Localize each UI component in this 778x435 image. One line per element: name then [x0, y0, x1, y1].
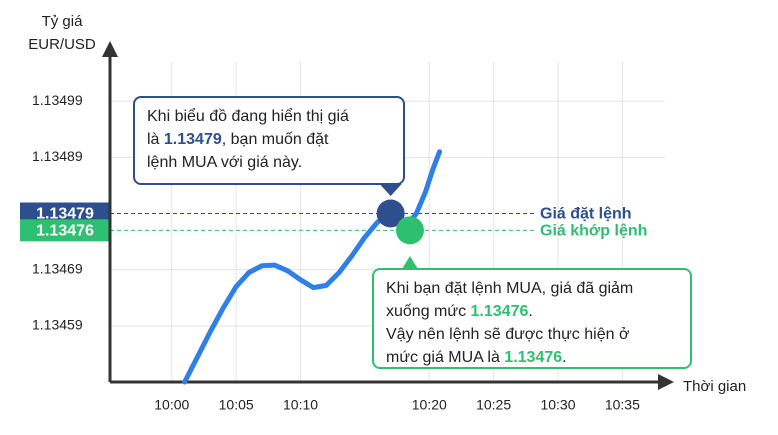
price-marker — [395, 216, 424, 245]
callout-pointer — [379, 184, 402, 196]
callout-text: Khi bạn đặt lệnh MUA, giá đã giảm — [386, 280, 634, 297]
y-axis-label: Tỷ giá — [42, 13, 84, 30]
callout-line: Vậy nên lệnh sẽ được thực hiện ở — [386, 323, 678, 346]
callout-text: là — [147, 131, 164, 148]
callout-text: lệnh MUA với giá này. — [147, 154, 303, 171]
callout-text: Khi biểu đồ đang hiển thị giá — [147, 108, 349, 125]
y-tick-label: 1.13469 — [32, 260, 83, 276]
callout-line: Khi bạn đặt lệnh MUA, giá đã giảm — [386, 277, 678, 300]
x-tick-label: 10:35 — [605, 397, 640, 413]
callout-text: mức giá MUA là — [386, 349, 505, 366]
y-tick-label: 1.13459 — [32, 317, 83, 333]
y-axis-arrow — [102, 41, 118, 57]
x-tick-label: 10:25 — [476, 397, 511, 413]
callout-line: Khi biểu đồ đang hiển thị giá — [147, 105, 391, 128]
x-tick-label: 10:00 — [154, 397, 189, 413]
reference-name: Giá đặt lệnh — [540, 206, 632, 223]
reference-name: Giá khớp lệnh — [540, 223, 647, 240]
x-axis-label: Thời gian — [683, 378, 746, 395]
callout-highlight: 1.13476 — [504, 349, 563, 366]
price-tag-label: 1.13479 — [36, 206, 94, 223]
x-tick-label: 10:20 — [412, 397, 447, 413]
callout-line: mức giá MUA là 1.13476. — [386, 346, 678, 369]
y-axis-label: EUR/USD — [28, 36, 96, 53]
x-axis-arrow — [658, 374, 674, 390]
callout-line: lệnh MUA với giá này. — [147, 151, 391, 174]
callout-text: , bạn muốn đặt — [221, 131, 329, 148]
price-tag — [20, 202, 110, 225]
callout-text: Vậy nên lệnh sẽ được thực hiện ở — [386, 326, 630, 343]
y-tick-label: 1.13489 — [32, 148, 83, 164]
y-tick-label: 1.13499 — [32, 92, 83, 108]
callout-highlight: 1.13479 — [163, 131, 222, 148]
callout-pointer — [401, 256, 418, 269]
callout-text: . — [562, 349, 567, 366]
callout-line: xuống mức 1.13476. — [386, 300, 678, 323]
price-tag-label: 1.13476 — [36, 223, 94, 240]
callout-line: là 1.13479, bạn muốn đặt — [147, 128, 391, 151]
callout-fill: Khi bạn đặt lệnh MUA, giá đã giảm xuống m… — [372, 268, 692, 369]
callout-highlight: 1.13476 — [470, 303, 529, 320]
callout-text: xuống mức — [386, 303, 471, 320]
callout-order: Khi biểu đồ đang hiển thị giá là 1.13479,… — [133, 96, 405, 185]
price-marker — [376, 199, 405, 228]
callout-text: . — [528, 303, 533, 320]
x-tick-label: 10:10 — [283, 397, 318, 413]
x-tick-label: 10:30 — [540, 397, 575, 413]
x-tick-label: 10:05 — [219, 397, 254, 413]
price-tag — [20, 219, 110, 242]
